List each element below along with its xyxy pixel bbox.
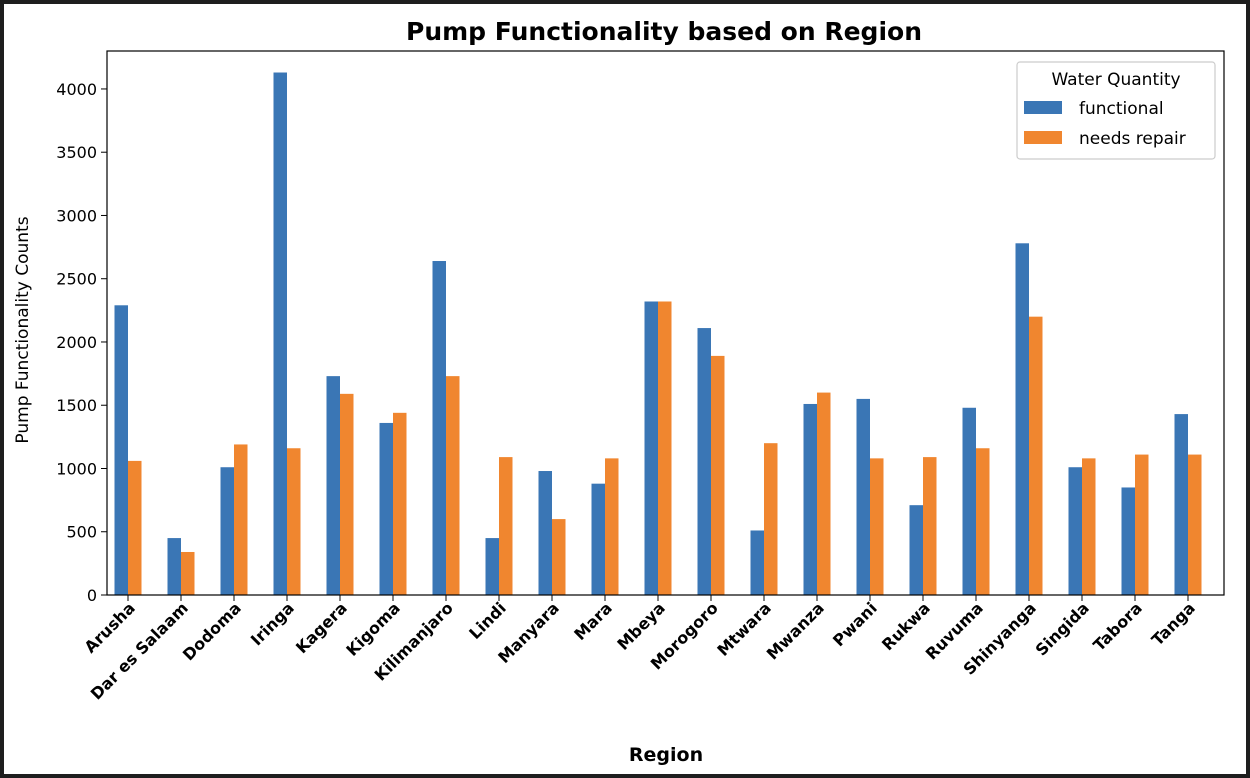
bar-needs-repair-kilimanjaro	[446, 376, 460, 595]
y-tick-label: 3000	[56, 206, 97, 225]
bar-needs-repair-iringa	[287, 448, 301, 595]
bar-functional-mbeya	[644, 301, 658, 595]
bar-needs-repair-mara	[605, 458, 619, 595]
bar-functional-mtwara	[750, 530, 764, 595]
y-tick-label: 2000	[56, 333, 97, 352]
bar-needs-repair-mwanza	[817, 392, 831, 595]
bar-functional-morogoro	[697, 328, 711, 595]
y-tick-label: 500	[66, 523, 97, 542]
bar-needs-repair-shinyanga	[1029, 316, 1043, 595]
bar-functional-ruvuma	[962, 407, 976, 595]
y-tick-label: 1000	[56, 459, 97, 478]
y-tick-label: 1500	[56, 396, 97, 415]
bar-functional-lindi	[485, 538, 499, 595]
bar-needs-repair-ruvuma	[976, 448, 990, 595]
bars-group	[114, 72, 1202, 596]
chart-figure: Pump Functionality based on Region Pump …	[4, 4, 1246, 774]
bar-functional-dar-es-salaam	[167, 538, 181, 595]
y-tick-label: 4000	[56, 80, 97, 99]
bar-needs-repair-tabora	[1135, 454, 1149, 595]
x-tick-label-singida: Singida	[1032, 598, 1093, 659]
x-tick-label-pwani: Pwani	[829, 598, 881, 650]
x-tick-label-dodoma: Dodoma	[179, 598, 245, 664]
bar-functional-pwani	[856, 398, 870, 595]
x-axis-label: Region	[629, 744, 703, 766]
bar-functional-tanga	[1174, 414, 1188, 595]
bar-functional-mara	[591, 483, 605, 595]
legend-title: Water Quantity	[1051, 70, 1180, 90]
bar-functional-tabora	[1121, 487, 1135, 595]
bar-needs-repair-morogoro	[711, 355, 725, 595]
y-axis-label: Pump Functionality Counts	[13, 216, 33, 443]
bar-functional-manyara	[538, 471, 552, 595]
bar-functional-kigoma	[379, 422, 393, 595]
x-tick-label-lindi: Lindi	[465, 598, 510, 643]
bar-functional-rukwa	[909, 505, 923, 595]
bar-functional-singida	[1068, 467, 1082, 595]
x-tick-label-tabora: Tabora	[1089, 598, 1145, 654]
bar-needs-repair-rukwa	[923, 457, 937, 595]
y-tick-label: 3500	[56, 143, 97, 162]
bar-functional-iringa	[273, 72, 287, 596]
bar-needs-repair-arusha	[128, 460, 142, 595]
x-tick-label-mara: Mara	[570, 598, 616, 644]
x-tick-label-dar-es-salaam: Dar es Salaam	[87, 598, 192, 703]
bar-needs-repair-mtwara	[764, 443, 778, 595]
bar-needs-repair-mbeya	[658, 301, 672, 595]
x-tick-label-mwanza: Mwanza	[763, 598, 828, 663]
plot-frame	[106, 50, 1225, 596]
y-ticks-group: 0 500 1000 1500 2000 2500 3000 3500 4000	[56, 80, 107, 605]
bar-needs-repair-kigoma	[393, 412, 407, 595]
bar-needs-repair-tanga	[1188, 454, 1202, 595]
bar-functional-mwanza	[803, 403, 817, 595]
bar-needs-repair-pwani	[870, 458, 884, 595]
bar-needs-repair-singida	[1082, 458, 1096, 595]
bar-functional-kilimanjaro	[432, 261, 446, 595]
x-tick-label-kagera: Kagera	[292, 598, 351, 657]
bar-functional-arusha	[114, 305, 128, 595]
bar-needs-repair-lindi	[499, 457, 513, 595]
legend-swatch-needs-repair	[1024, 131, 1062, 144]
bar-needs-repair-dodoma	[234, 444, 248, 595]
bar-functional-dodoma	[220, 467, 234, 595]
chart-title: Pump Functionality based on Region	[406, 17, 922, 46]
y-tick-label: 2500	[56, 270, 97, 289]
legend-box	[1016, 61, 1216, 160]
bar-needs-repair-manyara	[552, 519, 566, 595]
bar-needs-repair-kagera	[340, 393, 354, 595]
bar-needs-repair-dar-es-salaam	[181, 551, 195, 595]
bar-functional-shinyanga	[1015, 243, 1029, 595]
x-tick-label-iringa: Iringa	[247, 598, 298, 649]
bar-functional-kagera	[326, 376, 340, 595]
x-tick-label-tanga: Tanga	[1148, 598, 1199, 649]
legend: Water Quantity functional needs repair	[1016, 61, 1216, 160]
legend-swatch-functional	[1024, 101, 1062, 114]
legend-label-needs-repair: needs repair	[1079, 129, 1186, 149]
y-tick-label: 0	[87, 586, 97, 605]
legend-label-functional: functional	[1079, 99, 1164, 119]
bar-chart: Pump Functionality based on Region Pump …	[13, 17, 1225, 766]
